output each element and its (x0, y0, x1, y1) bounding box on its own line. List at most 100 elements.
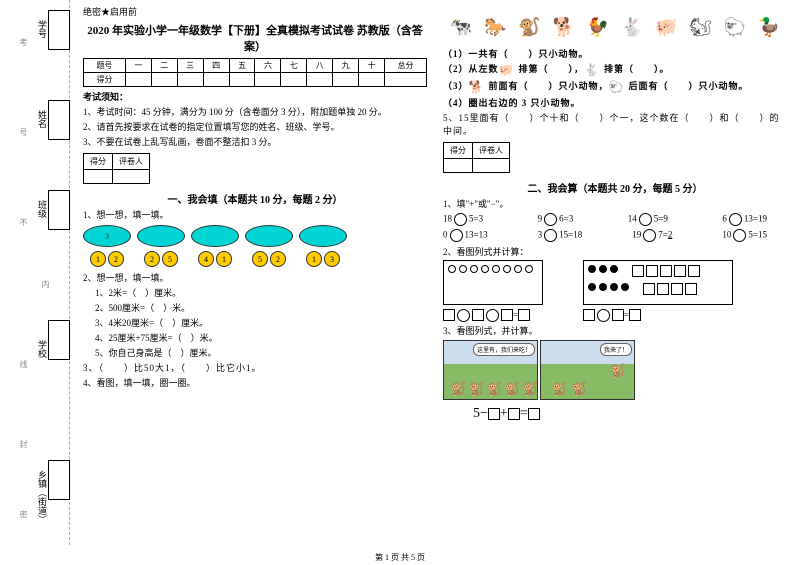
bond-left[interactable]: 5 (252, 251, 268, 267)
blank-square[interactable] (443, 309, 455, 321)
th: 六 (255, 59, 281, 73)
animal-icon: 🐎 (482, 17, 508, 45)
bond-left[interactable]: 1 (306, 251, 322, 267)
sb-cell[interactable] (473, 158, 510, 172)
blank-square[interactable] (501, 309, 513, 321)
q4: 4、看图，填一填，圈一圈。 (83, 376, 427, 389)
section1-title: 一、我会填（本题共 10 分，每题 2 分） (83, 191, 427, 206)
th: 总分 (385, 59, 427, 73)
title-l1: 2020 年实验小学一年级数学【下册】全真模拟考试试卷 苏教版（含答 (87, 25, 423, 37)
bond-oval[interactable] (299, 225, 347, 247)
secret-label: 绝密★启用前 (83, 5, 427, 18)
s2q1: 1、填"+"或"−"。 (443, 197, 787, 210)
blank-circle[interactable] (643, 229, 656, 242)
blank-square[interactable] (472, 309, 484, 321)
th: 八 (307, 59, 333, 73)
sb-label: 得分 (84, 154, 113, 170)
animals-row: 🐄 🐎 🐒 🐕 🐓 🐇 🐖 🐿 🐑 🦆 (443, 5, 787, 45)
q2: 2、想一想，填一填。 (83, 271, 427, 284)
sb-cell[interactable] (84, 170, 113, 184)
side-box[interactable] (48, 10, 70, 50)
animal-icon: 🐑 (722, 17, 748, 45)
th: 三 (177, 59, 203, 73)
side-marker: 线 (18, 360, 29, 368)
q2-item: 4、25厘米+75厘米=（ ）米。 (95, 331, 427, 344)
blank-square[interactable] (518, 309, 530, 321)
op-circle[interactable] (457, 309, 470, 322)
monkey-icon: 🐒 (522, 381, 538, 397)
speech-bubble: 这里有，我们来吃！ (473, 343, 535, 356)
blank-square[interactable] (488, 408, 500, 420)
bond-right[interactable]: 1 (216, 251, 232, 267)
page-footer: 第 1 页 共 5 页 (0, 552, 800, 563)
score-table: 题号 一 二 三 四 五 六 七 八 九 十 总分 得分 (83, 58, 427, 87)
number-bond: 13 (299, 225, 347, 267)
side-box[interactable] (48, 100, 70, 140)
sheep-icon: 🐑 (609, 80, 629, 94)
op-circle[interactable] (597, 309, 610, 322)
blank-square[interactable] (629, 309, 641, 321)
blank-circle[interactable] (729, 213, 742, 226)
monkey-icon: 🐒 (551, 381, 567, 397)
bond-oval[interactable] (137, 225, 185, 247)
number-bond-row: 31225415213 (83, 225, 427, 267)
side-marker: 不 (18, 218, 29, 226)
left-column: 绝密★启用前 2020 年实验小学一年级数学【下册】全真模拟考试试卷 苏教版（含… (75, 0, 435, 545)
blank-square[interactable] (528, 408, 540, 420)
sb-cell[interactable] (444, 158, 473, 172)
sb-cell[interactable] (113, 170, 150, 184)
animal-icon: 🐓 (585, 17, 611, 45)
s2q3: 3、看图列式，并计算。 (443, 324, 787, 337)
title-l2: 案） (244, 41, 266, 53)
picture-panel: 这里有，我们来吃！ 🐒 🐒 🐒 🐒 🐒 (443, 340, 538, 400)
blank-circle[interactable] (639, 213, 652, 226)
bond-left[interactable]: 4 (198, 251, 214, 267)
score-value-row[interactable]: 得分 (84, 73, 427, 87)
side-marker: 考 (18, 38, 29, 46)
dot-group-left: = (443, 260, 543, 322)
bond-oval[interactable] (245, 225, 293, 247)
th: 五 (229, 59, 255, 73)
bond-right[interactable]: 2 (108, 251, 124, 267)
instr-item: 3、不要在试卷上乱写乱画，卷面不整洁扣 3 分。 (95, 135, 427, 148)
content-area: 绝密★启用前 2020 年实验小学一年级数学【下册】全真模拟考试试卷 苏教版（含… (75, 0, 795, 545)
row-label: 得分 (84, 73, 126, 87)
bond-right[interactable]: 3 (324, 251, 340, 267)
bond-oval[interactable]: 3 (83, 225, 131, 247)
side-box[interactable] (48, 460, 70, 500)
expr: 145=9 (628, 213, 668, 226)
side-box[interactable] (48, 190, 70, 230)
blank-circle[interactable] (454, 213, 467, 226)
blank-square[interactable] (583, 309, 595, 321)
blank-square[interactable] (508, 408, 520, 420)
q2-item: 5、你自己身高是（ ）厘米。 (95, 346, 427, 359)
blank-circle[interactable] (544, 213, 557, 226)
blank-circle[interactable] (544, 229, 557, 242)
rabbit-icon: 🐇 (584, 63, 604, 77)
th: 十 (359, 59, 385, 73)
blank-circle[interactable] (733, 229, 746, 242)
animal-icon: 🐇 (619, 17, 645, 45)
number-bond: 41 (191, 225, 239, 267)
dog-icon: 🐕 (469, 80, 489, 94)
bond-right[interactable]: 5 (162, 251, 178, 267)
blank-circle[interactable] (450, 229, 463, 242)
dot-group-right: = (583, 260, 733, 322)
section-scorebox: 得分评卷人 (83, 153, 150, 184)
q3: 3、（ ）比50大1，（ ）比它小1。 (83, 361, 427, 374)
monkey-icon: 🐒 (504, 381, 520, 397)
blank-square[interactable] (612, 309, 624, 321)
expr: 96=3 (538, 213, 574, 226)
bond-right[interactable]: 2 (270, 251, 286, 267)
side-box[interactable] (48, 320, 70, 360)
expr: 197=2 (632, 229, 672, 242)
q2-item: 2、500厘米=（ ）米。 (95, 301, 427, 314)
monkey-icon: 🐒 (450, 381, 466, 397)
bond-left[interactable]: 2 (144, 251, 160, 267)
instr-title: 考试须知： (83, 90, 427, 103)
bond-oval[interactable] (191, 225, 239, 247)
op-circle[interactable] (486, 309, 499, 322)
bond-left[interactable]: 1 (90, 251, 106, 267)
th: 九 (333, 59, 359, 73)
pig-icon: 🐖 (499, 63, 519, 77)
